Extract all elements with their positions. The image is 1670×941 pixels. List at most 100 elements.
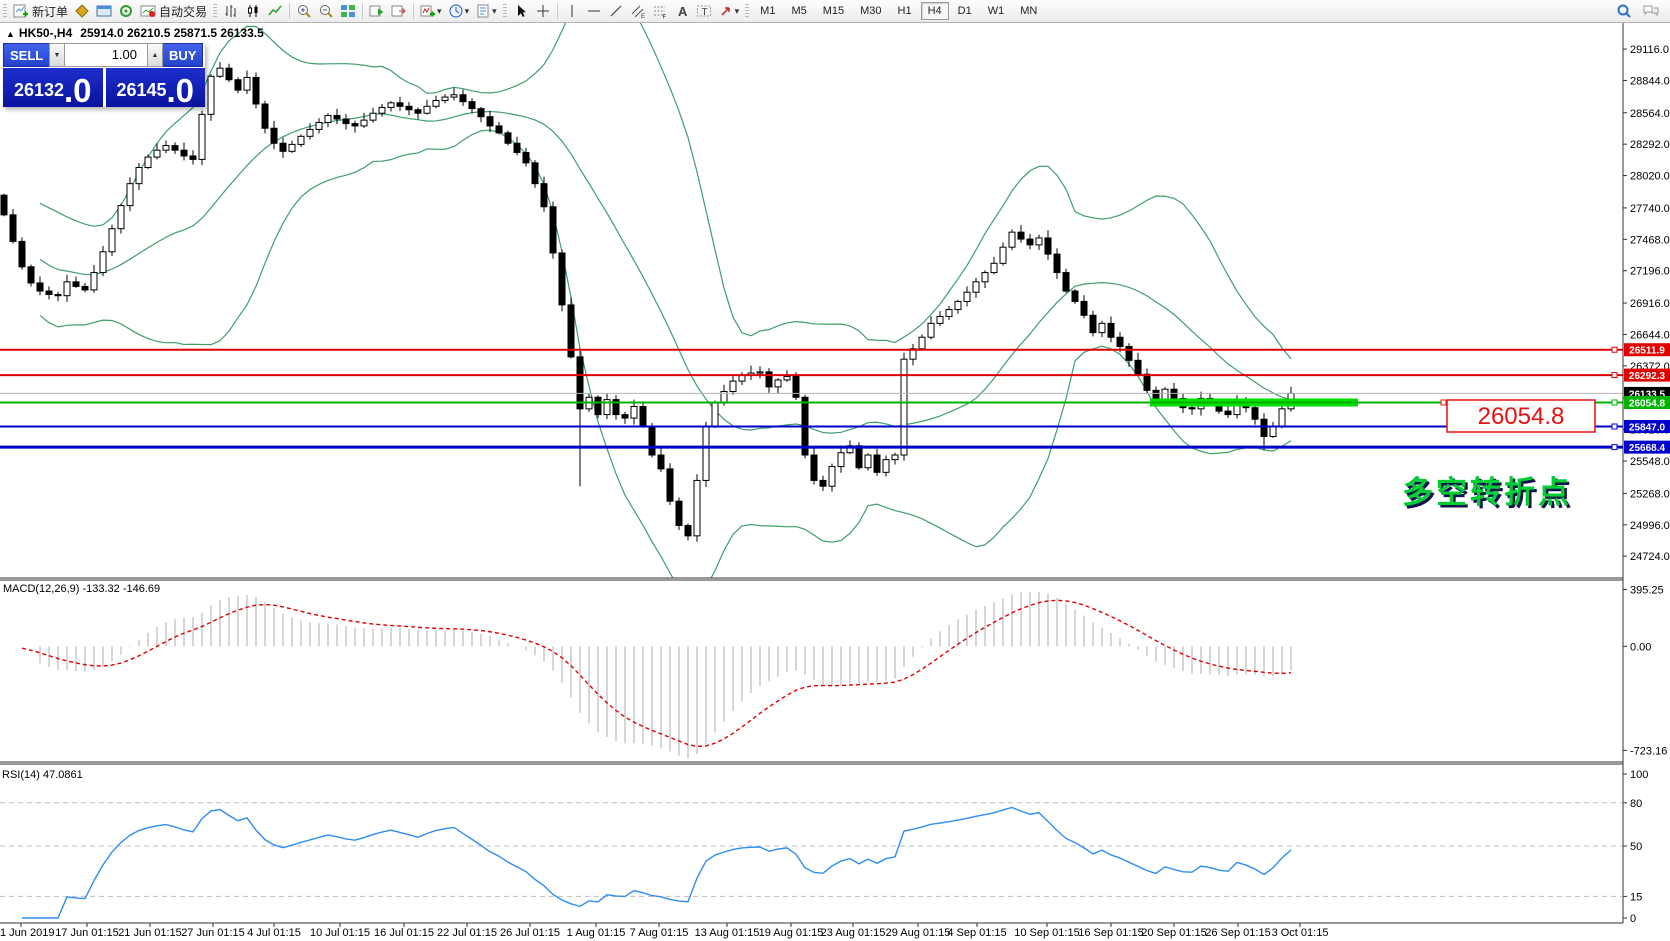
timeframe-m30[interactable]: M30 bbox=[853, 2, 888, 20]
chat-icon[interactable] bbox=[1642, 3, 1660, 19]
templates-icon bbox=[477, 4, 489, 18]
strategy-tester-button[interactable] bbox=[115, 1, 137, 21]
price-callout[interactable]: 26054.8 bbox=[1440, 399, 1596, 433]
line-chart-button[interactable] bbox=[264, 1, 286, 21]
svg-text:4 Jul 01:15: 4 Jul 01:15 bbox=[247, 927, 301, 939]
sell-price-main: 26132 bbox=[13, 80, 65, 100]
templates-dropdown-caret[interactable]: ▾ bbox=[492, 5, 497, 16]
new-order-button[interactable]: 新订单 bbox=[10, 1, 71, 21]
svg-text:100: 100 bbox=[1630, 769, 1648, 781]
horizontal-line-button[interactable] bbox=[583, 1, 605, 21]
line-handle bbox=[1611, 444, 1618, 451]
timeframe-d1[interactable]: D1 bbox=[951, 2, 979, 20]
indicators-button[interactable]: ▾ bbox=[417, 1, 445, 21]
buy-price-main: 26145 bbox=[116, 80, 167, 100]
text-label-button[interactable]: T bbox=[693, 1, 715, 21]
crosshair-button[interactable] bbox=[532, 1, 554, 21]
timeframe-h1[interactable]: H1 bbox=[891, 2, 919, 20]
sell-button[interactable]: SELL bbox=[3, 43, 49, 67]
svg-text:28564.0: 28564.0 bbox=[1630, 108, 1670, 120]
rsi-label: RSI(14) 47.0861 bbox=[2, 769, 83, 781]
svg-text:19 Aug 01:15: 19 Aug 01:15 bbox=[759, 927, 824, 939]
cursor-button[interactable] bbox=[510, 1, 532, 21]
templates-button[interactable]: ▾ bbox=[472, 1, 500, 21]
buy-button[interactable]: BUY bbox=[163, 43, 203, 67]
one-click-trading-panel: SELL ▼ 1.00 ▲ BUY 26132 .0 26145 .0 bbox=[3, 43, 205, 107]
svg-text:20 Sep 01:15: 20 Sep 01:15 bbox=[1141, 927, 1206, 939]
svg-text:28020.0: 28020.0 bbox=[1630, 171, 1670, 183]
bar-chart-button[interactable] bbox=[220, 1, 242, 21]
timeframe-mn[interactable]: MN bbox=[1013, 2, 1044, 20]
text-button[interactable]: A bbox=[671, 1, 693, 21]
tile-windows-button[interactable] bbox=[337, 1, 359, 21]
zoom-in-button[interactable] bbox=[293, 1, 315, 21]
trendline-button[interactable] bbox=[605, 1, 627, 21]
arrows-button[interactable]: ▾ bbox=[715, 1, 743, 21]
sell-price-display[interactable]: 26132 .0 bbox=[3, 68, 103, 107]
fibonacci-button[interactable]: F bbox=[649, 1, 671, 21]
data-window-button[interactable] bbox=[93, 1, 115, 21]
arrows-dropdown-caret[interactable]: ▾ bbox=[734, 5, 740, 16]
collapse-arrow-icon[interactable]: ▲ bbox=[6, 29, 15, 39]
bollinger-bands bbox=[39, 22, 1292, 578]
svg-text:1 Aug 01:15: 1 Aug 01:15 bbox=[567, 927, 626, 939]
svg-text:395.25: 395.25 bbox=[1630, 584, 1664, 596]
periods-dropdown-caret[interactable]: ▾ bbox=[464, 5, 470, 16]
time-axis[interactable]: 1 Jun 2019 17 Jun 01:15 21 Jun 01:15 27 Jun… bbox=[0, 923, 1328, 939]
horizontal-line-icon bbox=[587, 10, 600, 12]
svg-text:29 Aug 01:15: 29 Aug 01:15 bbox=[886, 927, 951, 939]
zoom-out-button[interactable] bbox=[315, 1, 337, 21]
svg-text:26054.8: 26054.8 bbox=[1478, 403, 1565, 430]
symbols-button[interactable] bbox=[71, 1, 93, 21]
svg-text:0.00: 0.00 bbox=[1630, 641, 1651, 653]
svg-text:28844.0: 28844.0 bbox=[1630, 75, 1670, 87]
vertical-line-button[interactable] bbox=[561, 1, 583, 21]
panel-borders bbox=[0, 22, 1624, 924]
timeframe-w1[interactable]: W1 bbox=[981, 2, 1012, 20]
bar-chart-icon bbox=[225, 5, 236, 17]
search-icon[interactable] bbox=[1616, 3, 1632, 19]
toolbar-grip[interactable] bbox=[3, 4, 7, 18]
volume-decrease-button[interactable]: ▼ bbox=[49, 43, 65, 67]
indicators-dropdown-caret[interactable]: ▾ bbox=[437, 5, 442, 16]
line-handle bbox=[1611, 346, 1618, 353]
text-icon: A bbox=[678, 4, 688, 19]
cursor-icon bbox=[517, 5, 526, 17]
level-lines[interactable] bbox=[0, 346, 1623, 451]
tile-windows-icon bbox=[341, 5, 356, 17]
timeframe-m5[interactable]: M5 bbox=[784, 2, 813, 20]
autotrading-label: 自动交易 bbox=[159, 4, 208, 19]
equidistant-channel-button[interactable]: E bbox=[627, 1, 649, 21]
periods-button[interactable]: ▾ bbox=[445, 1, 473, 21]
line-handle bbox=[1611, 399, 1618, 406]
volume-input[interactable]: 1.00 bbox=[65, 43, 147, 67]
svg-text:RSI(14) 47.0861: RSI(14) 47.0861 bbox=[2, 769, 83, 781]
indicators-icon bbox=[420, 5, 436, 17]
timeframe-h4[interactable]: H4 bbox=[920, 2, 949, 20]
timeframe-m1[interactable]: M1 bbox=[753, 2, 782, 20]
svg-text:24996.0: 24996.0 bbox=[1630, 520, 1670, 532]
svg-text:15: 15 bbox=[1630, 891, 1642, 903]
candlestick-chart-button[interactable] bbox=[242, 1, 264, 21]
auto-scroll-button[interactable] bbox=[366, 1, 388, 21]
toolbar-grip[interactable] bbox=[502, 4, 507, 18]
symbols-icon bbox=[75, 4, 89, 18]
autotrading-icon bbox=[140, 5, 156, 17]
rsi-line bbox=[22, 806, 1292, 919]
svg-text:25548.0: 25548.0 bbox=[1630, 456, 1670, 468]
signal-icon bbox=[120, 5, 133, 17]
macd-panel bbox=[21, 591, 1292, 759]
volume-increase-button[interactable]: ▲ bbox=[147, 43, 163, 67]
buy-price-display[interactable]: 26145 .0 bbox=[105, 68, 205, 107]
chart-shift-button[interactable] bbox=[388, 1, 410, 21]
toolbar-grip[interactable] bbox=[745, 4, 750, 18]
price-axis[interactable]: 29116.0 28844.0 28564.0 28292.0 28020.0 27740… bbox=[1623, 44, 1670, 925]
toolbar-grip[interactable] bbox=[213, 4, 218, 18]
svg-text:80: 80 bbox=[1630, 798, 1642, 810]
macd-signal-line bbox=[21, 599, 1292, 748]
autotrading-button[interactable]: 自动交易 bbox=[137, 1, 210, 21]
timeframe-m15[interactable]: M15 bbox=[816, 2, 851, 20]
